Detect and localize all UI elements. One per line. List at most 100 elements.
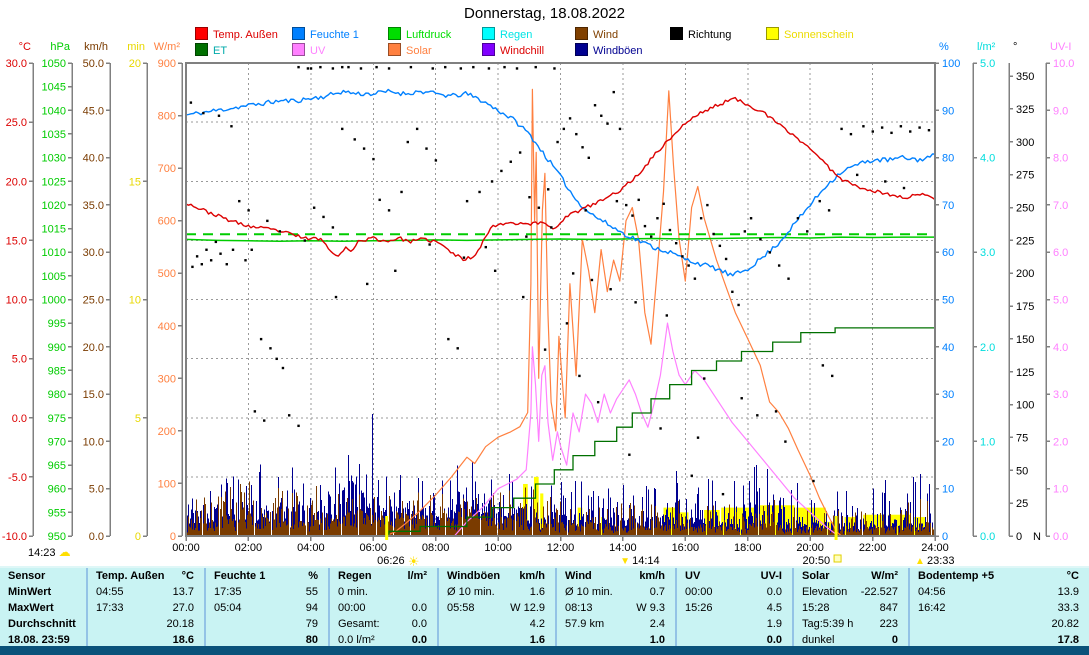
sun-icon: ☀ bbox=[408, 554, 420, 569]
legend-label: Regen bbox=[500, 29, 533, 41]
svg-text:3.0: 3.0 bbox=[1053, 389, 1068, 401]
svg-text:25: 25 bbox=[1016, 498, 1028, 510]
svg-text:40: 40 bbox=[942, 342, 954, 354]
svg-text:1025: 1025 bbox=[42, 176, 66, 188]
svg-text:20: 20 bbox=[129, 58, 141, 70]
cell-value: 27.0 bbox=[172, 602, 194, 614]
legend-label: Wind bbox=[593, 29, 619, 41]
svg-text:20:00: 20:00 bbox=[796, 542, 824, 554]
svg-text:l/m²: l/m² bbox=[977, 41, 996, 53]
legend-item-uv: UV bbox=[292, 43, 325, 57]
svg-text:4.0: 4.0 bbox=[1053, 342, 1068, 354]
marker-time-label: 23:33 bbox=[927, 555, 955, 567]
legend-item-windboeen: Windböen bbox=[575, 43, 643, 57]
svg-text:%: % bbox=[939, 41, 949, 53]
cell-value: 1.0 bbox=[649, 634, 665, 646]
stats-col-temp-au-en: Temp. Außen °C 04:55 13.7 17:33 27.0 20.18 18.6 bbox=[86, 568, 204, 648]
svg-text:800: 800 bbox=[158, 111, 176, 123]
svg-text:20: 20 bbox=[942, 436, 954, 448]
legend-item-richtung: Richtung bbox=[670, 27, 731, 41]
svg-text:20.0: 20.0 bbox=[6, 176, 27, 188]
stats-col-feuchte-1: Feuchte 1% 17:35 55 05:04 94 79 80 bbox=[204, 568, 328, 648]
svg-text:UV-I: UV-I bbox=[1050, 41, 1071, 53]
svg-text:50: 50 bbox=[1016, 465, 1028, 477]
cell-label: 08:13 bbox=[565, 602, 593, 614]
svg-text:0.0: 0.0 bbox=[1053, 531, 1068, 543]
svg-text:14:00: 14:00 bbox=[609, 542, 637, 554]
cell-label: MaxWert bbox=[8, 602, 54, 614]
svg-text:18:00: 18:00 bbox=[734, 542, 762, 554]
svg-text:20.0: 20.0 bbox=[83, 342, 104, 354]
cell-value: 2.4 bbox=[649, 618, 665, 630]
moon-down-marker: ▼ 14:14 bbox=[620, 555, 659, 567]
cell-value: 223 bbox=[879, 618, 898, 630]
col-title: Sensor bbox=[8, 570, 46, 582]
svg-text:W/m²: W/m² bbox=[154, 41, 181, 53]
svg-text:500: 500 bbox=[158, 268, 176, 280]
legend-item-solar: Solar bbox=[388, 43, 432, 57]
square-icon bbox=[833, 554, 842, 563]
cell-value: 0.0 bbox=[411, 602, 427, 614]
svg-text:250: 250 bbox=[1016, 203, 1034, 215]
col-unit: l/m² bbox=[407, 570, 427, 582]
svg-text:10: 10 bbox=[129, 295, 141, 307]
svg-text:06:00: 06:00 bbox=[359, 542, 387, 554]
cell-label: 17:33 bbox=[96, 602, 124, 614]
cell-value: 1.6 bbox=[529, 586, 545, 598]
col-unit: % bbox=[308, 570, 318, 582]
svg-text:08:00: 08:00 bbox=[422, 542, 450, 554]
svg-text:30.0: 30.0 bbox=[83, 247, 104, 259]
uv-swatch-icon bbox=[292, 43, 305, 56]
svg-text:1.0: 1.0 bbox=[1053, 484, 1068, 496]
svg-text:15.0: 15.0 bbox=[6, 235, 27, 247]
sonnenschein-swatch-icon bbox=[766, 27, 779, 40]
legend-item-regen: Regen bbox=[482, 27, 533, 41]
svg-text:300: 300 bbox=[158, 373, 176, 385]
svg-text:275: 275 bbox=[1016, 170, 1034, 182]
legend-label: ET bbox=[213, 45, 228, 57]
cell-value: 0 bbox=[891, 634, 898, 646]
stats-table: Sensor MinWert MaxWert Durchschnitt 18.08. 2… bbox=[0, 566, 1089, 648]
col-unit: km/h bbox=[639, 570, 665, 582]
svg-text:0: 0 bbox=[942, 531, 948, 543]
svg-text:200: 200 bbox=[158, 426, 176, 438]
svg-text:5.0: 5.0 bbox=[12, 354, 27, 366]
cell-label: Gesamt: bbox=[338, 618, 380, 630]
footer-time-marker: 14:23 ☁ bbox=[28, 545, 71, 559]
svg-text:5.0: 5.0 bbox=[980, 58, 995, 70]
stats-col-uv: UV UV-I 00:00 0.0 15:26 4.5 1.9 0.0 bbox=[675, 568, 792, 648]
svg-text:0.0: 0.0 bbox=[980, 531, 995, 543]
cell-value: W 12.9 bbox=[510, 602, 545, 614]
cell-label: 05:58 bbox=[447, 602, 475, 614]
col-unit: °C bbox=[181, 570, 194, 582]
svg-text:15.0: 15.0 bbox=[83, 389, 104, 401]
svg-text:hPa: hPa bbox=[50, 41, 70, 53]
svg-text:995: 995 bbox=[48, 318, 66, 330]
cell-label: 00:00 bbox=[685, 586, 713, 598]
svg-text:0.0: 0.0 bbox=[12, 413, 27, 425]
svg-text:1050: 1050 bbox=[42, 58, 66, 70]
arrow-up-icon: ▲ bbox=[915, 556, 925, 567]
svg-text:0.0: 0.0 bbox=[89, 531, 104, 543]
cell-value: 79 bbox=[305, 618, 318, 630]
cell-label: Tag:5:39 h bbox=[802, 618, 854, 630]
col-title: Regen bbox=[338, 570, 372, 582]
cell-value: 94 bbox=[305, 602, 318, 614]
wind-swatch-icon bbox=[575, 27, 588, 40]
cell-value: 0.7 bbox=[649, 586, 665, 598]
svg-text:1.0: 1.0 bbox=[980, 436, 995, 448]
svg-text:955: 955 bbox=[48, 507, 66, 519]
windboeen-swatch-icon bbox=[575, 43, 588, 56]
bottom-bar bbox=[0, 646, 1089, 655]
cell-value: 847 bbox=[879, 602, 898, 614]
windchill-swatch-icon bbox=[482, 43, 495, 56]
svg-text:985: 985 bbox=[48, 365, 66, 377]
svg-text:1045: 1045 bbox=[42, 82, 66, 94]
svg-text:0: 0 bbox=[170, 531, 176, 543]
svg-text:40.0: 40.0 bbox=[83, 153, 104, 165]
cell-value: 20.18 bbox=[166, 618, 194, 630]
cell-value: 1.9 bbox=[766, 618, 782, 630]
svg-text:2.0: 2.0 bbox=[980, 342, 995, 354]
svg-text:125: 125 bbox=[1016, 367, 1034, 379]
